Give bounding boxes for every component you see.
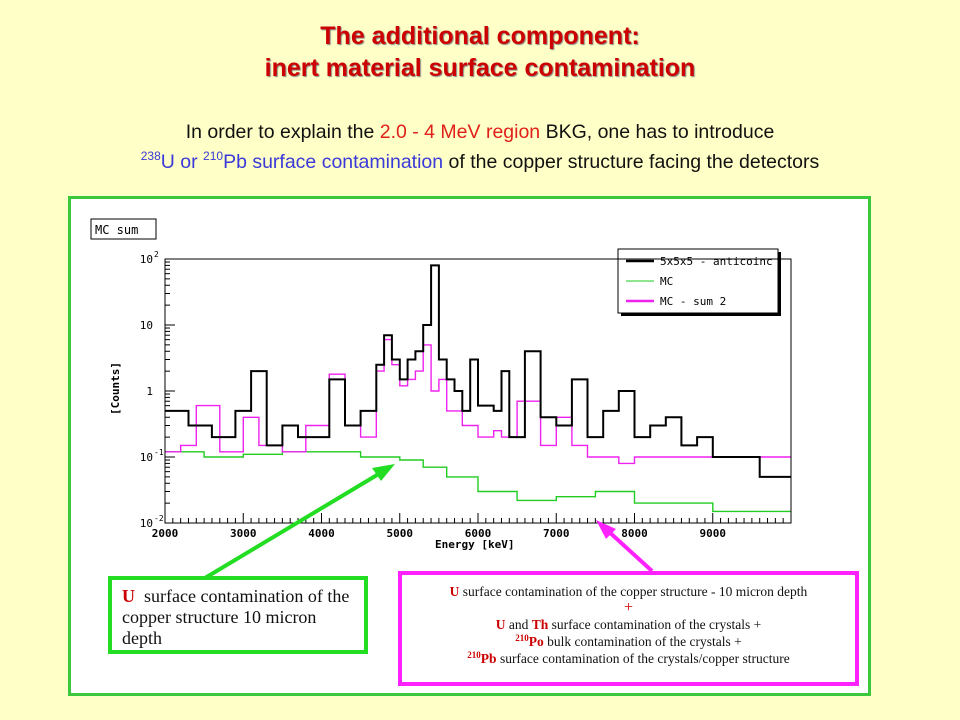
right-box-line-4: 210Pb surface contamination of the cryst…: [467, 650, 790, 667]
y-tick-exponent: -2: [154, 514, 164, 523]
series-line-1: [165, 451, 791, 513]
title-line-2: inert material surface contamination: [264, 54, 696, 82]
left-annotation-box: U surface contamination of the copper st…: [108, 576, 368, 654]
y-tick-exponent: 2: [154, 250, 159, 259]
x-axis-label: Energy [keV]: [435, 538, 514, 551]
x-tick-label: 6000: [465, 527, 492, 540]
x-tick-label: 3000: [230, 527, 257, 540]
y-tick-label: 10: [140, 253, 153, 266]
x-tick-label: 5000: [387, 527, 414, 540]
y-tick-exponent: -1: [154, 448, 164, 457]
x-tick-label: 2000: [152, 527, 179, 540]
legend-label: MC: [660, 275, 673, 288]
legend-label: 5x5x5 - anticoinc: [660, 255, 773, 268]
y-axis-label: [Counts]: [109, 362, 122, 415]
y-tick-label: 10: [140, 451, 153, 464]
left-box-text: surface contamination of the copper stru…: [122, 586, 350, 648]
y-tick-label: 1: [146, 385, 153, 398]
intro-line-2: 238U or 210Pb surface contamination of t…: [140, 149, 820, 173]
right-box-line-1: U surface contamination of the copper st…: [449, 584, 808, 599]
legend-label: MC - sum 2: [660, 295, 726, 308]
right-box-plus: +: [623, 599, 634, 616]
x-tick-label: 8000: [621, 527, 648, 540]
x-tick-label: 7000: [543, 527, 570, 540]
x-tick-label: 4000: [308, 527, 335, 540]
right-box-line-2: U and Th surface contamination of the cr…: [495, 617, 762, 632]
intro-line-1: In order to explain the 2.0 - 4 MeV regi…: [185, 121, 775, 143]
y-tick-label: 10: [140, 319, 153, 332]
right-annotation-box: U surface contamination of the copper st…: [398, 571, 859, 686]
plot-area: [164, 258, 792, 524]
left-box-isotope: U: [122, 586, 135, 606]
right-box-line-3: 210Po bulk contamination of the crystals…: [515, 633, 742, 650]
x-tick-label: 9000: [700, 527, 727, 540]
chart-title: MC sum: [95, 223, 138, 237]
y-tick-label: 10: [140, 517, 153, 530]
series-line-0: [165, 264, 791, 478]
title-line-1: The additional component:: [320, 22, 640, 50]
